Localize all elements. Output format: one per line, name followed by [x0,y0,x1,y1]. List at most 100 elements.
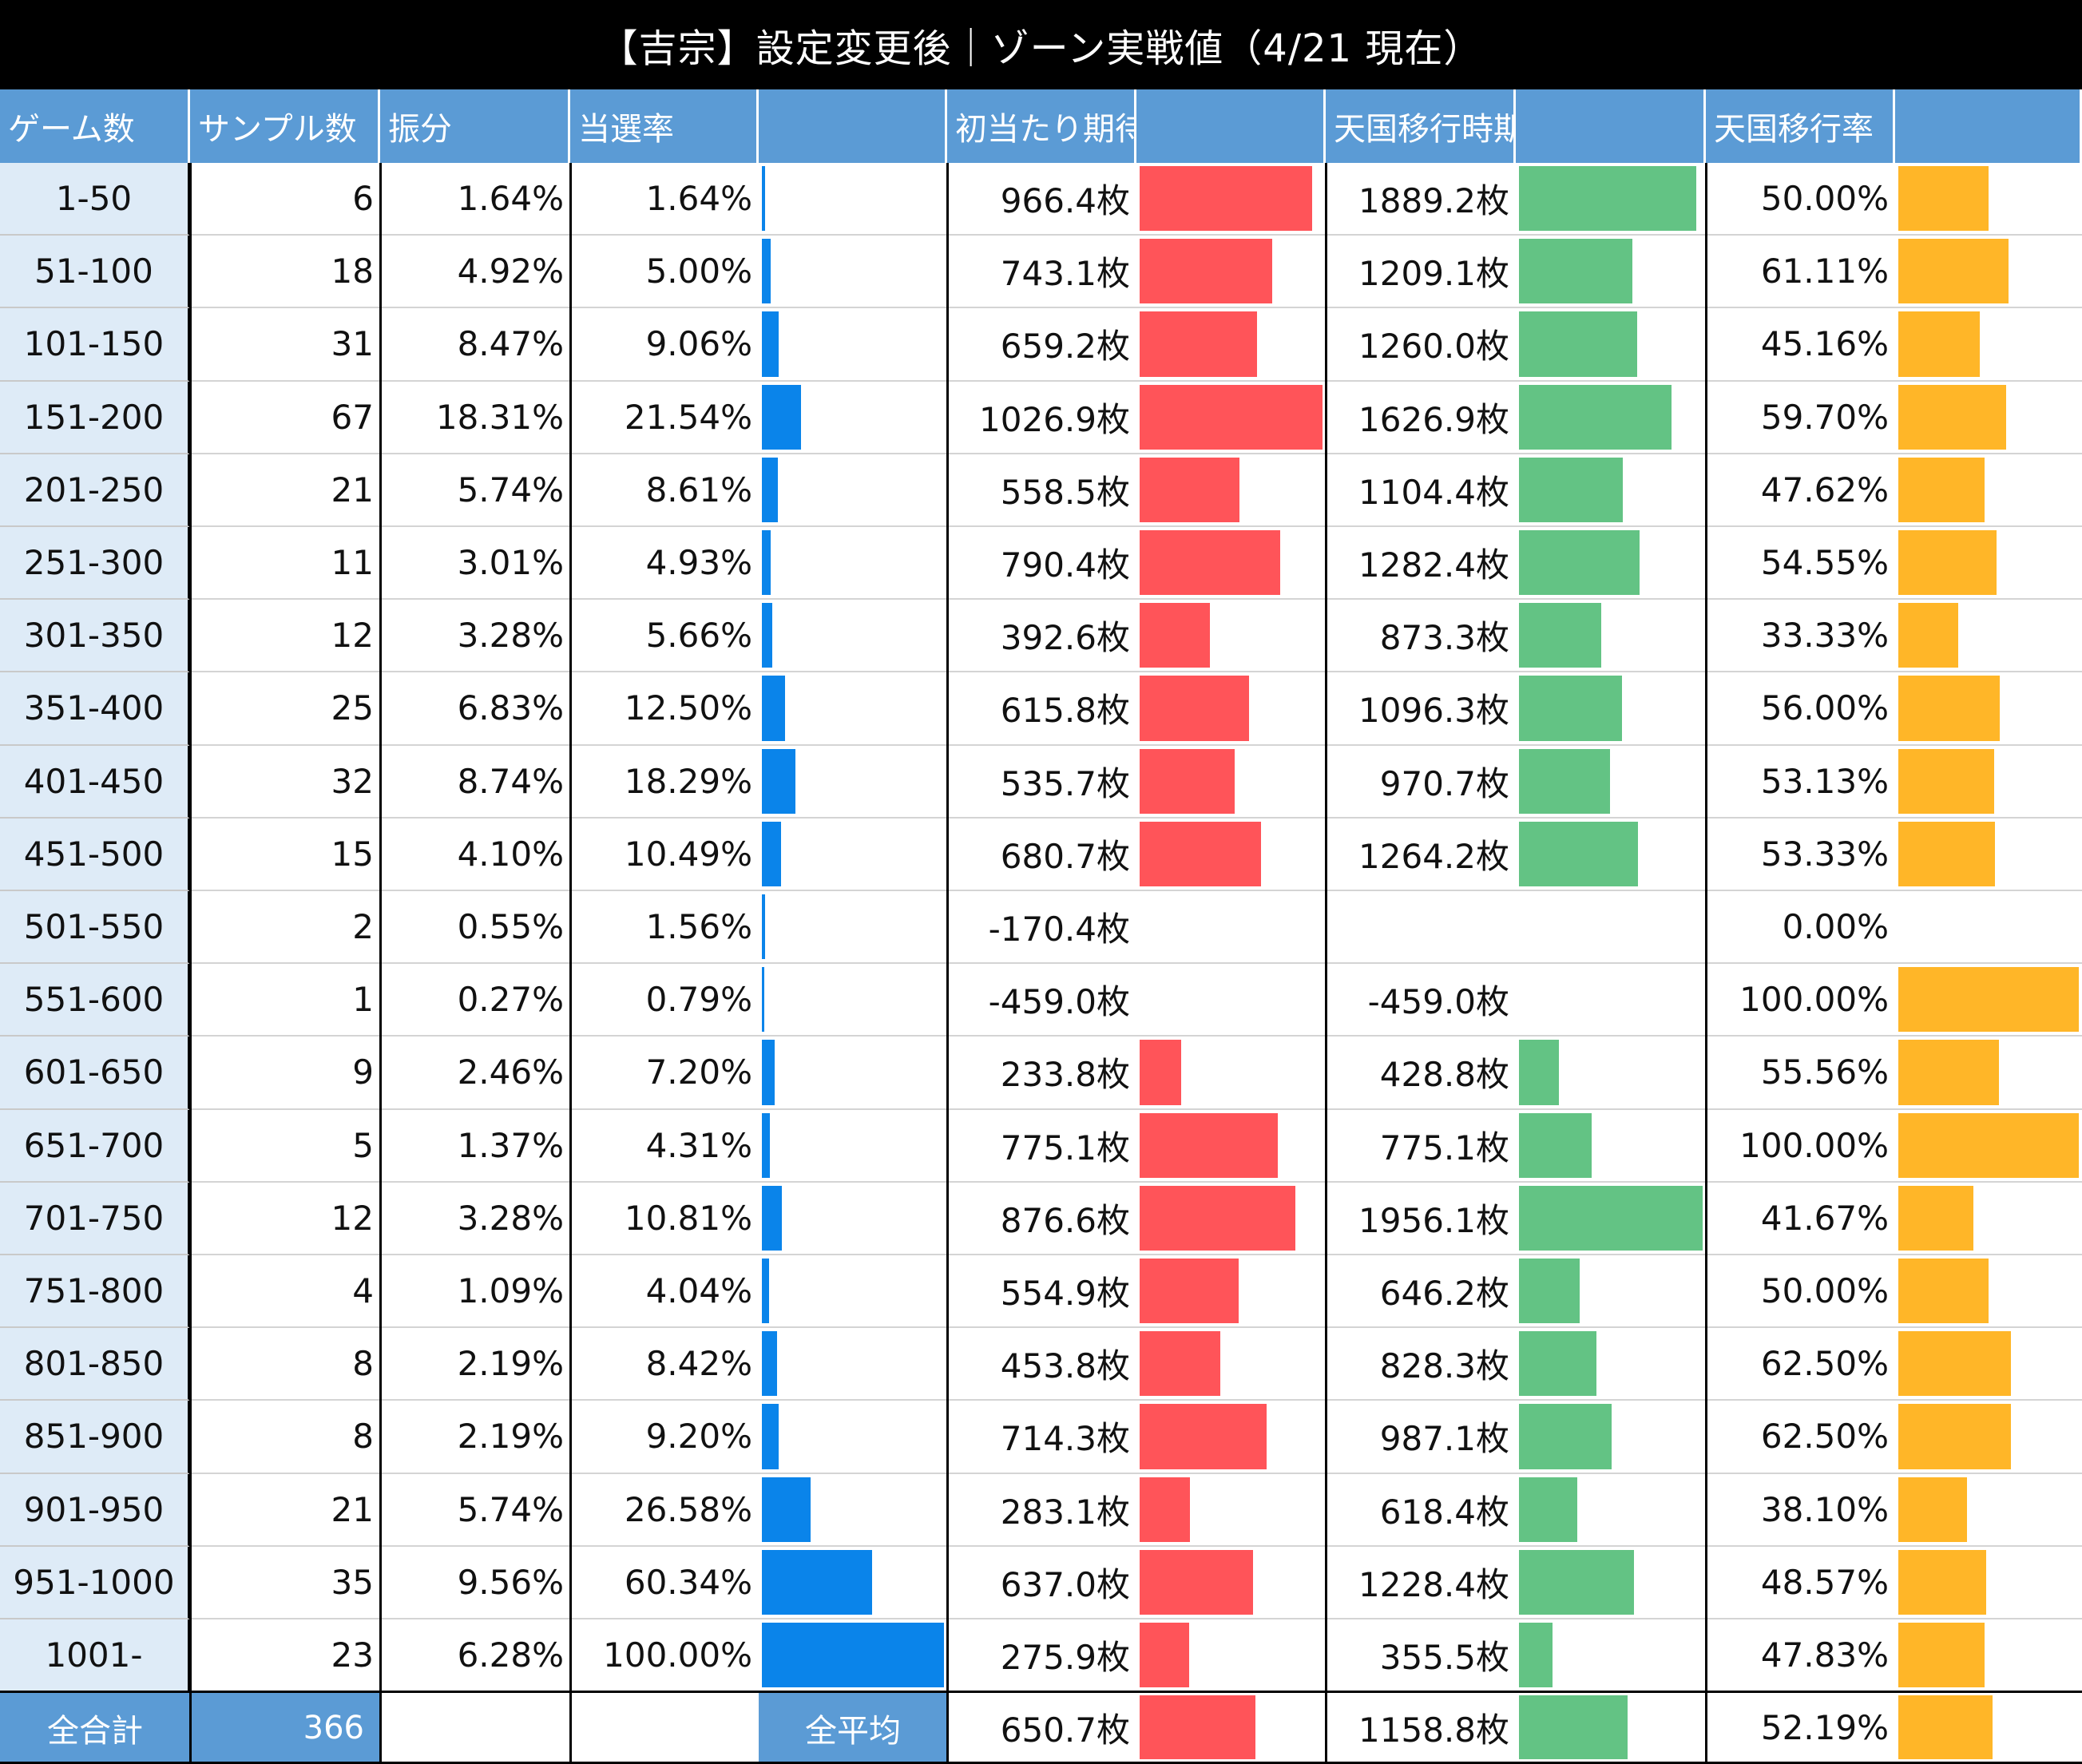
heaven-rate-bar-cell [1895,236,2082,309]
first-hit-bar [1140,1549,1254,1615]
heaven-rate-bar [1898,311,1981,377]
heaven-rate-bar [1898,1404,2012,1469]
heaven-rate-cell: 54.55% [1706,527,1895,601]
hit-rate-cell: 21.54% [570,382,759,454]
first-hit-expected-cell: -170.4枚 [947,891,1136,965]
hit-rate-bar [762,239,771,304]
heaven-bar [1519,1331,1597,1397]
heaven-bar [1519,1040,1560,1105]
hit-rate-bar [762,1040,775,1105]
first-hit-expected-cell: 392.6枚 [947,600,1136,673]
first-hit-bar-cell [1136,891,1326,965]
heaven-expected-cell: 1889.2枚 [1326,163,1516,236]
heaven-bar-cell [1516,891,1706,965]
header-heaven-bar [1516,89,1706,163]
heaven-rate-bar [1898,1549,1986,1615]
hit-rate-bar-cell [759,672,947,746]
samples-cell: 5 [190,1110,380,1183]
heaven-rate-bar-cell [1895,308,2082,382]
heaven-rate-bar-cell [1895,1401,2082,1474]
heaven-bar [1519,676,1622,741]
hit-rate-cell: 1.64% [570,163,759,236]
first-hit-bar [1140,1185,1296,1251]
heaven-rate-cell: 100.00% [1706,1110,1895,1183]
samples-cell: 21 [190,1474,380,1547]
average-label: 全平均 [759,1692,947,1764]
first-hit-bar-cell [1136,1183,1326,1255]
heaven-rate-bar-cell [1895,1183,2082,1255]
first-hit-bar-cell [1136,308,1326,382]
heaven-bar-cell [1516,964,1706,1037]
game-range-cell: 901-950 [0,1473,190,1547]
heaven-bar-cell [1516,1183,1706,1255]
game-range-cell: 401-450 [0,745,190,819]
heaven-rate-bar-cell [1895,454,2082,527]
first-hit-expected-cell: -459.0枚 [947,964,1136,1037]
game-range-cell: 1-50 [0,163,190,236]
game-range-cell: 151-200 [0,381,190,454]
hit-rate-bar [762,166,765,232]
average-heaven: 1158.8枚 [1326,1692,1516,1764]
hit-rate-bar [762,530,771,596]
distribution-cell: 3.28% [380,600,570,673]
hit-rate-cell: 9.06% [570,308,759,382]
column-divider [1325,163,1327,1764]
first-hit-expected-cell: 233.8枚 [947,1037,1136,1110]
game-range-cell: 51-100 [0,236,190,309]
hit-rate-bar-cell [759,964,947,1037]
hit-rate-bar-cell [759,1328,947,1401]
heaven-bar [1519,1404,1612,1469]
first-hit-bar-cell [1136,964,1326,1037]
heaven-expected-cell: 987.1枚 [1326,1401,1516,1474]
first-hit-expected-cell: 680.7枚 [947,819,1136,891]
first-hit-bar [1140,1259,1239,1324]
header-heaven-rate: 天国移行率 [1706,89,1895,163]
hit-rate-cell: 10.81% [570,1183,759,1255]
hit-rate-bar [762,1112,770,1178]
heaven-expected-cell: 1104.4枚 [1326,454,1516,527]
game-range-cell: 601-650 [0,1037,190,1110]
samples-cell: 4 [190,1255,380,1329]
hit-rate-cell: 4.31% [570,1110,759,1183]
heaven-bar-cell [1516,382,1706,454]
game-range-cell: 501-550 [0,891,190,965]
first-hit-bar-cell [1136,1328,1326,1401]
average-first-hit: 650.7枚 [947,1692,1136,1764]
hit-rate-bar-cell [759,1474,947,1547]
samples-cell: 8 [190,1401,380,1474]
heaven-rate-bar-cell [1895,163,2082,236]
hit-rate-bar-cell [759,163,947,236]
heaven-bar [1519,1477,1577,1542]
game-range-cell: 751-800 [0,1255,190,1329]
heaven-expected-cell: 1264.2枚 [1326,819,1516,891]
samples-cell: 15 [190,819,380,891]
first-hit-bar [1140,1112,1278,1178]
heaven-rate-bar [1898,1477,1968,1542]
column-divider [1705,163,1707,1764]
hit-rate-bar-cell [759,600,947,673]
game-range-cell: 451-500 [0,818,190,891]
hit-rate-bar [762,1549,872,1615]
average-heaven-bar [1519,1695,1628,1759]
first-hit-bar-cell [1136,1619,1326,1693]
samples-cell: 18 [190,236,380,309]
heaven-expected-cell: 355.5枚 [1326,1619,1516,1693]
hit-rate-cell: 10.49% [570,819,759,891]
heaven-rate-bar-cell [1895,819,2082,891]
heaven-rate-bar-cell [1895,600,2082,673]
samples-cell: 32 [190,746,380,819]
header-game-count: ゲーム数 [0,89,190,163]
heaven-rate-cell: 50.00% [1706,163,1895,236]
first-hit-expected-cell: 283.1枚 [947,1474,1136,1547]
hit-rate-bar-cell [759,236,947,309]
heaven-bar [1519,603,1601,668]
hit-rate-bar [762,384,802,450]
heaven-bar [1519,821,1638,886]
heaven-rate-cell: 38.10% [1706,1474,1895,1547]
hit-rate-bar [762,1331,778,1397]
heaven-rate-cell: 100.00% [1706,964,1895,1037]
hit-rate-bar [762,1259,770,1324]
heaven-bar-cell [1516,1328,1706,1401]
first-hit-bar-cell [1136,1401,1326,1474]
